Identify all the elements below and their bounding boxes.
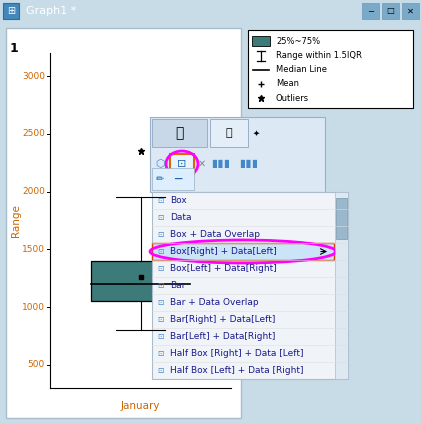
Text: ⊡: ⊡ bbox=[157, 213, 163, 222]
Text: 1000: 1000 bbox=[22, 303, 45, 312]
Text: ⊞: ⊞ bbox=[7, 6, 15, 16]
FancyBboxPatch shape bbox=[382, 3, 399, 19]
FancyBboxPatch shape bbox=[362, 3, 379, 19]
Text: ⊡: ⊡ bbox=[157, 332, 163, 341]
Text: ⊡: ⊡ bbox=[157, 315, 163, 324]
Text: ⊡: ⊡ bbox=[157, 247, 163, 256]
Bar bbox=[252, 36, 270, 46]
Bar bbox=[91, 261, 190, 301]
Bar bbox=[336, 198, 347, 239]
Text: □: □ bbox=[386, 6, 394, 16]
Text: 2000: 2000 bbox=[22, 187, 45, 196]
Text: Bar[Left] + Data[Right]: Bar[Left] + Data[Right] bbox=[170, 332, 275, 341]
Bar bbox=[152, 243, 334, 260]
Text: Bar: Bar bbox=[170, 281, 185, 290]
Text: Outliers: Outliers bbox=[276, 94, 309, 103]
Text: ✕: ✕ bbox=[407, 6, 414, 16]
Text: 1500: 1500 bbox=[22, 245, 45, 254]
Text: ✦: ✦ bbox=[253, 128, 260, 137]
Text: Median Line: Median Line bbox=[276, 65, 327, 74]
Text: ⊡: ⊡ bbox=[177, 159, 187, 169]
Text: January: January bbox=[121, 401, 160, 411]
Text: ▋▋▋: ▋▋▋ bbox=[240, 159, 260, 168]
Text: ⊡: ⊡ bbox=[157, 264, 163, 273]
Text: 👥: 👥 bbox=[175, 126, 184, 140]
Text: 25%~75%: 25%~75% bbox=[276, 37, 320, 46]
Bar bbox=[152, 192, 348, 379]
FancyBboxPatch shape bbox=[402, 3, 419, 19]
Text: Range within 1.5IQR: Range within 1.5IQR bbox=[276, 51, 362, 60]
Text: Range: Range bbox=[11, 204, 21, 237]
Text: Data: Data bbox=[170, 213, 192, 222]
Bar bbox=[170, 154, 194, 174]
Text: Bar[Right] + Data[Left]: Bar[Right] + Data[Left] bbox=[170, 315, 275, 324]
Text: Half Box [Right] + Data [Left]: Half Box [Right] + Data [Left] bbox=[170, 349, 304, 358]
Bar bbox=[210, 119, 248, 147]
Text: Box[Left] + Data[Right]: Box[Left] + Data[Right] bbox=[170, 264, 277, 273]
Text: 500: 500 bbox=[28, 360, 45, 369]
Text: ✕: ✕ bbox=[198, 159, 206, 169]
Text: ⊡: ⊡ bbox=[157, 349, 163, 358]
Text: ─: ─ bbox=[368, 6, 373, 16]
Text: ▋▋▋: ▋▋▋ bbox=[212, 159, 232, 168]
Bar bbox=[248, 30, 413, 108]
Text: Half Box [Left] + Data [Right]: Half Box [Left] + Data [Right] bbox=[170, 366, 304, 375]
Text: Mean: Mean bbox=[276, 79, 299, 88]
Text: 3000: 3000 bbox=[22, 72, 45, 81]
Text: 👤: 👤 bbox=[226, 128, 232, 138]
Bar bbox=[152, 168, 194, 190]
Bar bbox=[152, 119, 207, 147]
FancyBboxPatch shape bbox=[3, 3, 19, 19]
Text: ━━: ━━ bbox=[174, 176, 182, 182]
Text: ⊡: ⊡ bbox=[157, 298, 163, 307]
Text: Box: Box bbox=[170, 196, 187, 205]
Text: Box[Right] + Data[Left]: Box[Right] + Data[Left] bbox=[170, 247, 277, 256]
Bar bbox=[335, 192, 348, 379]
Text: ⊡: ⊡ bbox=[157, 230, 163, 239]
Bar bbox=[150, 117, 325, 192]
Text: Box + Data Overlap: Box + Data Overlap bbox=[170, 230, 260, 239]
Text: ⊡: ⊡ bbox=[157, 196, 163, 205]
Text: ✏: ✏ bbox=[156, 174, 164, 184]
Text: ⬡: ⬡ bbox=[155, 159, 165, 169]
FancyBboxPatch shape bbox=[6, 28, 241, 418]
Text: ⊡: ⊡ bbox=[157, 281, 163, 290]
Text: 2500: 2500 bbox=[22, 129, 45, 138]
Text: ⊡: ⊡ bbox=[157, 366, 163, 375]
Text: Graph1 *: Graph1 * bbox=[26, 6, 76, 16]
Text: 1: 1 bbox=[10, 42, 19, 55]
Text: Bar + Data Overlap: Bar + Data Overlap bbox=[170, 298, 258, 307]
